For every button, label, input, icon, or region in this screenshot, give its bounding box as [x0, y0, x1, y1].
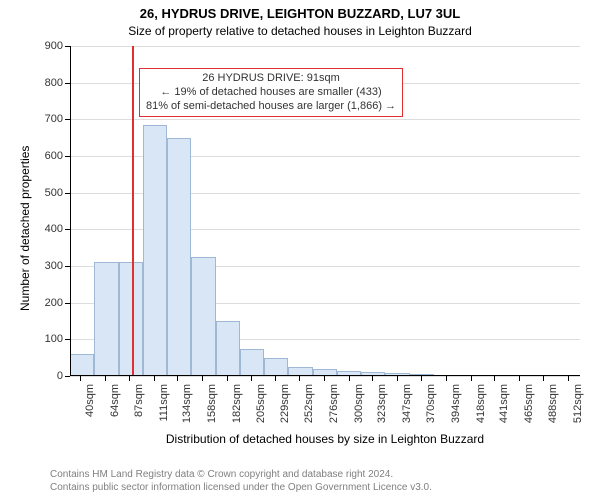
- histogram-bar: [313, 369, 337, 376]
- ytick-label: 700: [35, 113, 63, 125]
- attribution-line-1: Contains HM Land Registry data © Crown c…: [50, 468, 432, 481]
- ytick-label: 400: [35, 223, 63, 235]
- ytick-mark: [65, 266, 70, 267]
- xtick-mark: [568, 376, 569, 381]
- ytick-label: 200: [35, 297, 63, 309]
- xtick-mark: [324, 376, 325, 381]
- ytick-label: 500: [35, 187, 63, 199]
- xtick-label: 40sqm: [84, 384, 96, 417]
- xtick-label: 111sqm: [158, 384, 170, 422]
- annot-line-1: 26 HYDRUS DRIVE: 91sqm: [146, 72, 396, 86]
- reference-line: [132, 46, 134, 376]
- attribution-line-2: Contains public sector information licen…: [50, 481, 432, 494]
- ytick-label: 100: [35, 333, 63, 345]
- ytick-label: 0: [35, 370, 63, 382]
- annotation-box: 26 HYDRUS DRIVE: 91sqm ← 19% of detached…: [139, 68, 403, 117]
- x-axis-label: Distribution of detached houses by size …: [70, 432, 580, 446]
- histogram-bar: [191, 257, 215, 376]
- xtick-mark: [519, 376, 520, 381]
- xtick-label: 64sqm: [109, 384, 121, 417]
- xtick-mark: [397, 376, 398, 381]
- xtick-label: 465sqm: [523, 384, 535, 423]
- xtick-label: 418sqm: [475, 384, 487, 423]
- xtick-mark: [494, 376, 495, 381]
- chart-subtitle: Size of property relative to detached ho…: [0, 24, 600, 38]
- histogram-bar: [70, 354, 94, 376]
- xtick-label: 205sqm: [255, 384, 267, 423]
- xtick-mark: [372, 376, 373, 381]
- xtick-label: 276sqm: [328, 384, 340, 423]
- xtick-mark: [227, 376, 228, 381]
- xtick-label: 300sqm: [353, 384, 365, 423]
- y-axis-label: Number of detached properties: [18, 146, 32, 311]
- histogram-bar: [216, 321, 240, 376]
- xtick-mark: [80, 376, 81, 381]
- xtick-mark: [349, 376, 350, 381]
- xtick-mark: [275, 376, 276, 381]
- ytick-label: 900: [35, 40, 63, 52]
- xtick-mark: [154, 376, 155, 381]
- xtick-mark: [105, 376, 106, 381]
- xtick-label: 229sqm: [279, 384, 291, 423]
- ytick-label: 300: [35, 260, 63, 272]
- ytick-mark: [65, 229, 70, 230]
- ytick-mark: [65, 303, 70, 304]
- xtick-mark: [543, 376, 544, 381]
- annot-line-2: ← 19% of detached houses are smaller (43…: [146, 86, 396, 100]
- ytick-label: 800: [35, 77, 63, 89]
- histogram-bar: [94, 262, 118, 376]
- xtick-mark: [177, 376, 178, 381]
- ytick-mark: [65, 339, 70, 340]
- xtick-mark: [202, 376, 203, 381]
- xtick-label: 134sqm: [181, 384, 193, 423]
- xtick-label: 158sqm: [206, 384, 218, 423]
- xtick-mark: [129, 376, 130, 381]
- gridline: [70, 376, 580, 377]
- ytick-mark: [65, 376, 70, 377]
- xtick-mark: [446, 376, 447, 381]
- ytick-mark: [65, 119, 70, 120]
- ytick-mark: [65, 46, 70, 47]
- xtick-mark: [299, 376, 300, 381]
- histogram-bar: [143, 125, 167, 376]
- xtick-label: 252sqm: [303, 384, 315, 423]
- xtick-label: 87sqm: [133, 384, 145, 417]
- histogram-bar: [288, 367, 312, 376]
- ytick-mark: [65, 156, 70, 157]
- xtick-mark: [251, 376, 252, 381]
- ytick-label: 600: [35, 150, 63, 162]
- chart-title: 26, HYDRUS DRIVE, LEIGHTON BUZZARD, LU7 …: [0, 6, 600, 21]
- histogram-bar: [167, 138, 191, 376]
- annot-line-3: 81% of semi-detached houses are larger (…: [146, 100, 396, 114]
- xtick-label: 488sqm: [547, 384, 559, 423]
- xtick-label: 370sqm: [425, 384, 437, 423]
- ytick-mark: [65, 193, 70, 194]
- xtick-label: 323sqm: [376, 384, 388, 423]
- xtick-mark: [421, 376, 422, 381]
- histogram-bar: [119, 262, 143, 376]
- xtick-mark: [471, 376, 472, 381]
- attribution: Contains HM Land Registry data © Crown c…: [50, 468, 432, 494]
- xtick-label: 441sqm: [498, 384, 510, 423]
- ytick-mark: [65, 83, 70, 84]
- xtick-label: 182sqm: [231, 384, 243, 423]
- xtick-label: 394sqm: [450, 384, 462, 423]
- histogram-bar: [264, 358, 288, 376]
- histogram-bar: [240, 349, 264, 377]
- xtick-label: 347sqm: [401, 384, 413, 423]
- xtick-label: 512sqm: [572, 384, 584, 423]
